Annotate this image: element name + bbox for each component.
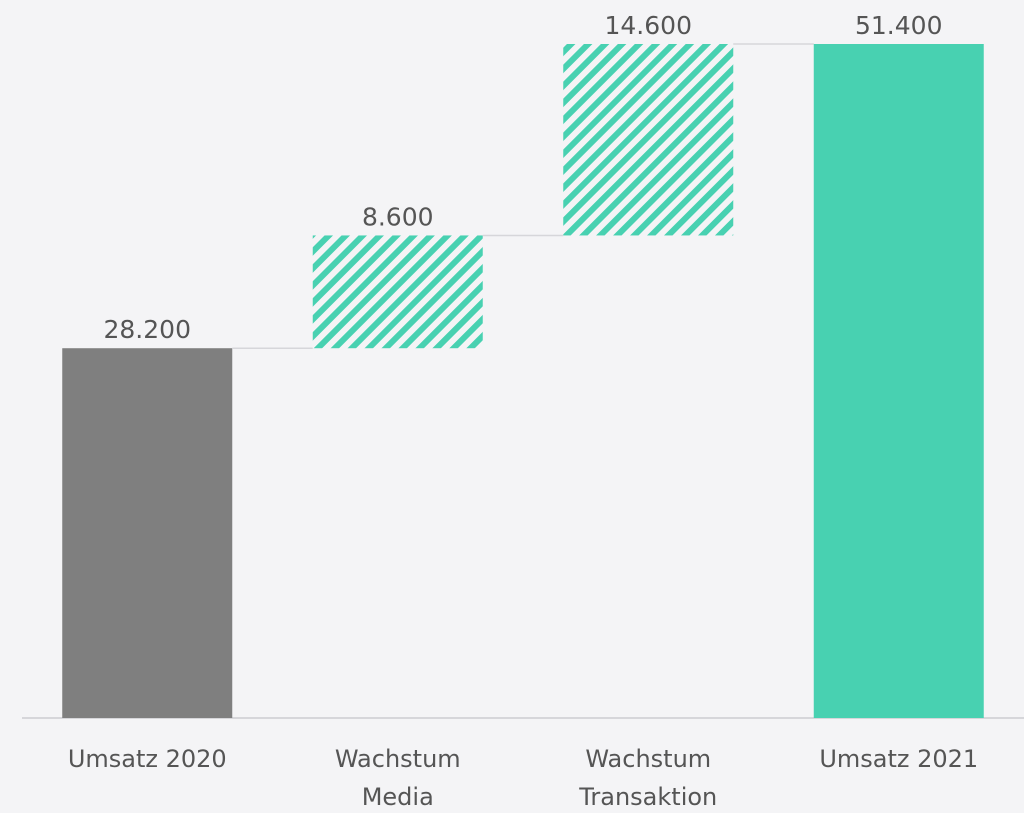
x-tick-label: Wachstum Transaktion: [579, 745, 718, 811]
x-tick-label: Wachstum Media: [334, 745, 461, 811]
x-tick-label: Umsatz 2020: [67, 745, 227, 773]
bar: [312, 235, 483, 349]
value-label: 51.400: [855, 11, 942, 40]
bar: [62, 348, 233, 718]
bar: [813, 44, 984, 718]
bar: [563, 44, 734, 236]
value-label: 14.600: [605, 11, 692, 40]
value-label: 8.600: [362, 202, 434, 231]
x-tick-label: Umsatz 2021: [819, 745, 979, 773]
value-label: 28.200: [104, 315, 191, 344]
